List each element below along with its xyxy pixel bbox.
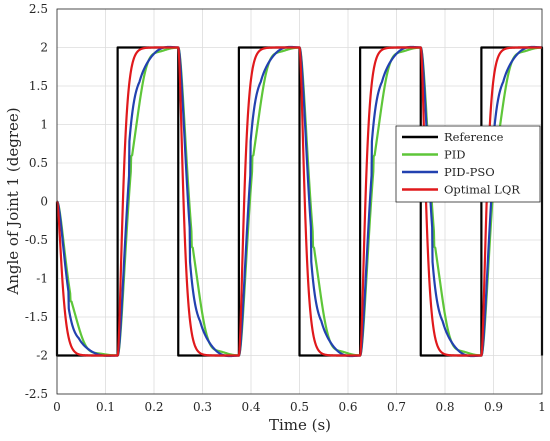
x-tick-label: 1 [538, 400, 546, 414]
x-tick-label: 0.3 [193, 400, 212, 414]
x-tick-label: 0.8 [435, 400, 454, 414]
legend: Reference PID PID-PSO Optimal LQR [395, 125, 541, 203]
legend-label: Optimal LQR [444, 183, 520, 197]
x-tick-labels: 0 0.1 0.2 0.3 0.4 0.5 0.6 0.7 0.8 0.9 1 [53, 400, 546, 414]
y-tick-label: 0 [40, 195, 48, 209]
y-tick-label: -1.5 [25, 310, 48, 324]
x-tick-label: 0.6 [338, 400, 357, 414]
series-line-reference [55, 46, 544, 357]
x-tick-label: 0.4 [241, 400, 260, 414]
legend-label: Reference [444, 130, 504, 144]
y-tick-label: 1.5 [29, 79, 48, 93]
series-lines [55, 45, 544, 358]
legend-label: PID-PSO [444, 165, 495, 179]
y-tick-label: 2 [40, 41, 48, 55]
y-tick-label: 0.5 [29, 156, 48, 170]
plot-frame [56, 8, 543, 395]
x-tick-label: 0.2 [144, 400, 163, 414]
y-tick-label: -1 [36, 272, 48, 286]
y-tick-label: -0.5 [25, 233, 48, 247]
x-tick-label: 0 [53, 400, 61, 414]
x-tick-label: 0.9 [484, 400, 503, 414]
y-tick-label: 2.5 [29, 2, 48, 16]
x-axis-title: Time (s) [269, 416, 331, 434]
y-tick-label: -2.5 [25, 387, 48, 401]
y-tick-label: 1 [40, 118, 48, 132]
x-tick-label: 0.7 [387, 400, 406, 414]
y-tick-label: -2 [36, 349, 48, 363]
series-line-optimal-lqr [55, 46, 543, 357]
x-tick-label: 0.1 [96, 400, 115, 414]
y-axis-title: Angle of Joint 1 (degree) [4, 107, 22, 295]
legend-label: PID [444, 148, 466, 162]
y-tick-labels: 2.5 2 1.5 1 0.5 0 -0.5 -1 -1.5 -2 -2.5 [25, 2, 48, 401]
x-tick-label: 0.5 [290, 400, 309, 414]
